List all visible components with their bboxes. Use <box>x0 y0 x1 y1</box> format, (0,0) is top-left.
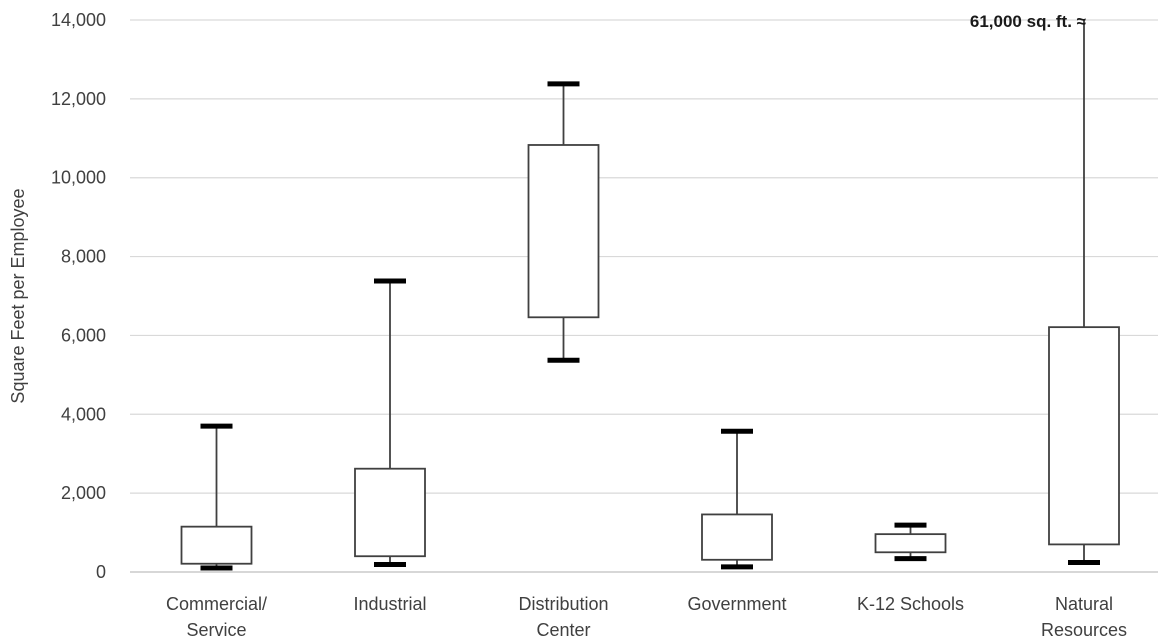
y-axis-ticks: 0 2,000 4,000 6,000 8,000 10,000 12,000 14,000 <box>51 10 106 582</box>
iqr-box <box>1048 326 1120 546</box>
iqr-box <box>180 525 253 565</box>
x-category-label: K-12 Schools <box>857 594 964 614</box>
x-category-label: Government <box>687 594 786 614</box>
y-tick-label: 12,000 <box>51 89 106 109</box>
box-group <box>1048 20 1120 566</box>
box-group <box>180 423 253 571</box>
x-category-line: Service <box>186 620 246 640</box>
x-category-label: Distribution Center <box>518 594 608 640</box>
iqr-box <box>354 467 426 558</box>
y-tick-label: 10,000 <box>51 168 106 188</box>
x-category-label: Commercial/Service <box>166 594 267 640</box>
y-axis-title: Square Feet per Employee <box>8 188 28 403</box>
box-group <box>527 81 600 363</box>
x-category-line: Distribution <box>518 594 608 614</box>
box-group <box>701 428 773 570</box>
box-group <box>874 522 947 562</box>
x-category-line: Resources <box>1041 620 1127 640</box>
x-category-line: Center <box>536 620 590 640</box>
box-group <box>354 278 426 568</box>
x-axis-categories: Commercial/Service Industrial Distribution… <box>166 594 1127 640</box>
x-category-line: Commercial/ <box>166 594 267 614</box>
y-tick-label: 14,000 <box>51 10 106 30</box>
iqr-box <box>527 144 600 319</box>
iqr-box <box>874 533 947 554</box>
x-category-label: Industrial <box>353 594 426 614</box>
y-tick-label: 2,000 <box>61 483 106 503</box>
x-category-line: Industrial <box>353 594 426 614</box>
x-category-line: K-12 Schools <box>857 594 964 614</box>
x-category-line: Government <box>687 594 786 614</box>
y-tick-label: 4,000 <box>61 404 106 424</box>
gridlines <box>130 19 1158 573</box>
y-tick-label: 0 <box>96 562 106 582</box>
y-tick-label: 8,000 <box>61 247 106 267</box>
y-tick-label: 6,000 <box>61 325 106 345</box>
max-annotation: 61,000 sq. ft. ≈ <box>970 12 1086 31</box>
x-category-label: Natural Resources <box>1041 594 1127 640</box>
x-category-line: Natural <box>1055 594 1113 614</box>
iqr-box <box>701 513 773 561</box>
boxes <box>180 20 1120 571</box>
